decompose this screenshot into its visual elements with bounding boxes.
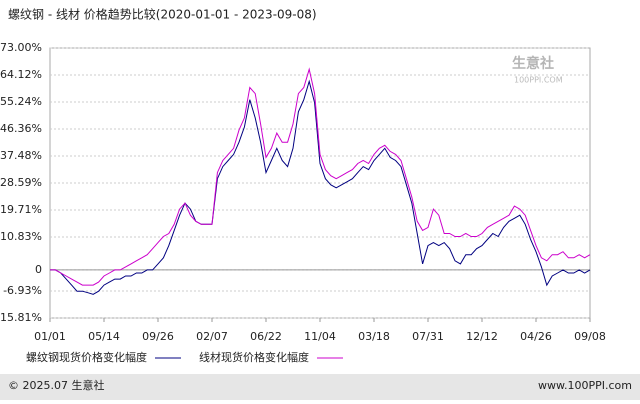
x-tick-label: 11/04 (304, 330, 336, 343)
y-tick-label: 37.48% (0, 149, 42, 162)
watermark: 生意社 (512, 55, 554, 72)
watermark-sub: 100PPI.COM (514, 76, 563, 85)
x-tick-label: 02/07 (196, 330, 228, 343)
y-tick-label: 28.59% (0, 176, 42, 189)
y-tick-label: -15.81% (0, 311, 42, 324)
series-line (50, 67, 591, 286)
y-tick-label: 55.24% (0, 95, 42, 108)
x-tick-label: 01/01 (34, 330, 66, 343)
x-tick-label: 03/18 (358, 330, 390, 343)
y-tick-label: 19.71% (0, 203, 42, 216)
y-tick-label: 64.12% (0, 68, 42, 81)
x-tick-label: 09/26 (142, 330, 174, 343)
y-tick-label: 0 (35, 263, 42, 276)
y-tick-label: -6.93% (3, 284, 42, 297)
footer-bar (0, 374, 640, 400)
x-tick-label: 05/14 (88, 330, 120, 343)
series-line (50, 79, 591, 295)
x-tick-label: 09/08 (574, 330, 606, 343)
footer-left: © 2025.07 生意社 (8, 378, 104, 392)
y-tick-label: 73.00% (0, 41, 42, 54)
legend-label: 线材现货价格变化幅度 (199, 350, 309, 364)
chart-title: 螺纹钢 - 线材 价格趋势比较(2020-01-01 - 2023-09-08) (8, 7, 317, 22)
footer-right: www.100PPI.com (538, 379, 632, 392)
x-tick-label: 12/12 (466, 330, 498, 343)
y-tick-label: 10.83% (0, 230, 42, 243)
legend-label: 螺纹钢现货价格变化幅度 (26, 350, 147, 364)
y-tick-label: 46.36% (0, 122, 42, 135)
x-tick-label: 07/31 (412, 330, 444, 343)
x-tick-label: 04/26 (520, 330, 552, 343)
x-tick-label: 06/22 (250, 330, 282, 343)
